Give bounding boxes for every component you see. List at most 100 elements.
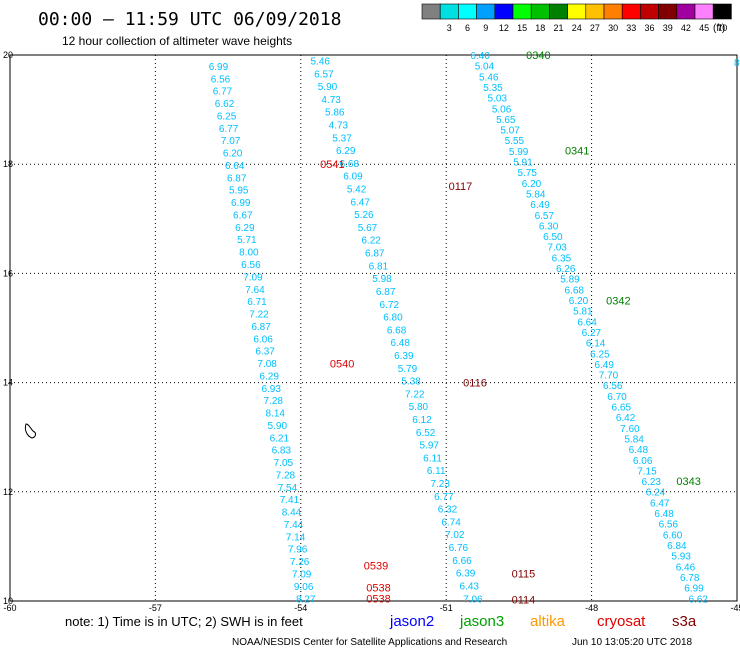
legend-swatch [640, 3, 659, 20]
x-tick-label: -57 [149, 603, 162, 613]
footer-credit: NOAA/NESDIS Center for Satellite Applica… [232, 637, 507, 648]
swh-value: 6.11 [423, 453, 442, 464]
swh-value: 5.26 [354, 210, 374, 221]
legend-label: 42 [681, 23, 691, 33]
swh-value: 7.09 [243, 272, 263, 283]
legend-unit: (ft) [713, 23, 725, 34]
swh-value: 6.78 [680, 573, 700, 584]
swh-value: 6.39 [456, 569, 476, 580]
swh-value: 6.50 [543, 232, 563, 243]
y-tick-label: 10 [3, 596, 13, 606]
swh-value: 5.89 [560, 275, 580, 286]
swh-value: 7.05 [274, 458, 294, 469]
swh-value: 6.42 [616, 413, 636, 424]
legend-swatch [603, 3, 623, 20]
swh-value: 7.22 [405, 389, 425, 400]
swh-value: 6.83 [272, 446, 292, 457]
swh-value: 7.15 [637, 466, 657, 477]
y-tick-label: 12 [3, 487, 13, 497]
swh-value: 5.93 [671, 552, 691, 563]
x-tick-label: -51 [440, 603, 453, 613]
swh-value: 7.96 [288, 545, 308, 556]
pass-time-label: 0115 [512, 569, 536, 581]
legend-swatch [712, 3, 732, 20]
swh-value: 7.14 [286, 532, 306, 543]
satellite-name: jason2 [389, 613, 434, 630]
pass-time-label: 0340 [526, 50, 550, 62]
swh-value: 6.56 [603, 381, 623, 392]
legend-label: 33 [626, 23, 636, 33]
satellite-name: jason3 [459, 613, 504, 630]
swh-value: 6.48 [629, 445, 649, 456]
swh-value: 6.06 [253, 334, 273, 345]
legend-swatch [658, 3, 678, 20]
swh-value: 6.29 [235, 223, 255, 234]
swh-value: 6.20 [223, 149, 243, 160]
swh-value: 6.99 [684, 584, 704, 595]
swh-value: 5.90 [268, 421, 288, 432]
legend-label: 30 [608, 23, 618, 33]
swh-value: 6.60 [663, 530, 683, 541]
swh-value: 7.22 [249, 310, 269, 321]
swh-value: 6.68 [340, 159, 360, 170]
pass-time-label: 0538 [366, 582, 390, 594]
swh-value: 6.29 [259, 371, 279, 382]
swh-value: 6.93 [261, 384, 281, 395]
edge-value-marker: 8 [734, 58, 740, 69]
satellite-name: cryosat [597, 613, 646, 630]
swh-value: 5.06 [492, 104, 512, 115]
swh-value: 5.95 [229, 186, 249, 197]
island-outline [24, 423, 36, 439]
satellite-name: altika [530, 613, 566, 630]
pass-time-label: 0116 [463, 378, 487, 390]
legend-swatch [476, 3, 496, 20]
swh-value: 6.37 [255, 347, 275, 358]
swh-value: 6.20 [522, 179, 542, 190]
legend-label: 36 [644, 23, 654, 33]
swh-value: 6.29 [336, 146, 356, 157]
y-tick-label: 20 [3, 50, 13, 60]
legend-label: 39 [663, 23, 673, 33]
swh-value: 7.26 [290, 557, 310, 568]
swh-value: 8.00 [239, 248, 259, 259]
swh-value: 5.84 [526, 189, 546, 200]
swh-value: 6.26 [556, 264, 576, 275]
swh-value: 6.56 [241, 260, 261, 271]
swh-value: 6.25 [217, 111, 237, 122]
legend-label: 12 [499, 23, 509, 33]
swh-value: 8.27 [296, 594, 316, 605]
swh-value: 6.35 [552, 253, 572, 264]
swh-value: 6.87 [251, 322, 271, 333]
swh-value: 6.32 [438, 505, 458, 516]
pass-time-label: 0117 [449, 181, 473, 193]
legend-swatch [676, 3, 696, 20]
swh-value: 6.14 [586, 339, 606, 350]
swh-value: 5.75 [517, 168, 537, 179]
swh-value: 5.67 [358, 223, 378, 234]
swh-value: 6.62 [689, 594, 709, 605]
pass-time-label: 0341 [565, 146, 589, 158]
swh-value: 6.57 [314, 69, 334, 80]
pass-time-label: 0342 [606, 296, 630, 308]
y-tick-label: 14 [3, 378, 13, 388]
legend-swatch [585, 3, 605, 20]
swh-value: 6.30 [539, 221, 559, 232]
swh-value: 7.09 [292, 570, 312, 581]
y-tick-label: 18 [3, 159, 13, 169]
swh-value: 7.07 [221, 136, 241, 147]
legend-swatch [439, 3, 459, 20]
legend-label: 45 [699, 23, 709, 33]
swh-value: 5.35 [483, 83, 503, 94]
swh-value: 6.77 [434, 492, 454, 503]
swh-value: 7.28 [276, 470, 296, 481]
swh-value: 5.55 [505, 136, 525, 147]
swh-value: 5.71 [237, 235, 257, 246]
pass-time-label: 0540 [330, 358, 354, 370]
pass-time-label: 0539 [364, 561, 388, 573]
plot-frame [9, 54, 738, 602]
swh-value: 6.72 [380, 300, 400, 311]
swh-value: 5.37 [332, 133, 352, 144]
swh-value: 7.54 [278, 483, 298, 494]
pass-time-label: 0114 [512, 594, 536, 606]
